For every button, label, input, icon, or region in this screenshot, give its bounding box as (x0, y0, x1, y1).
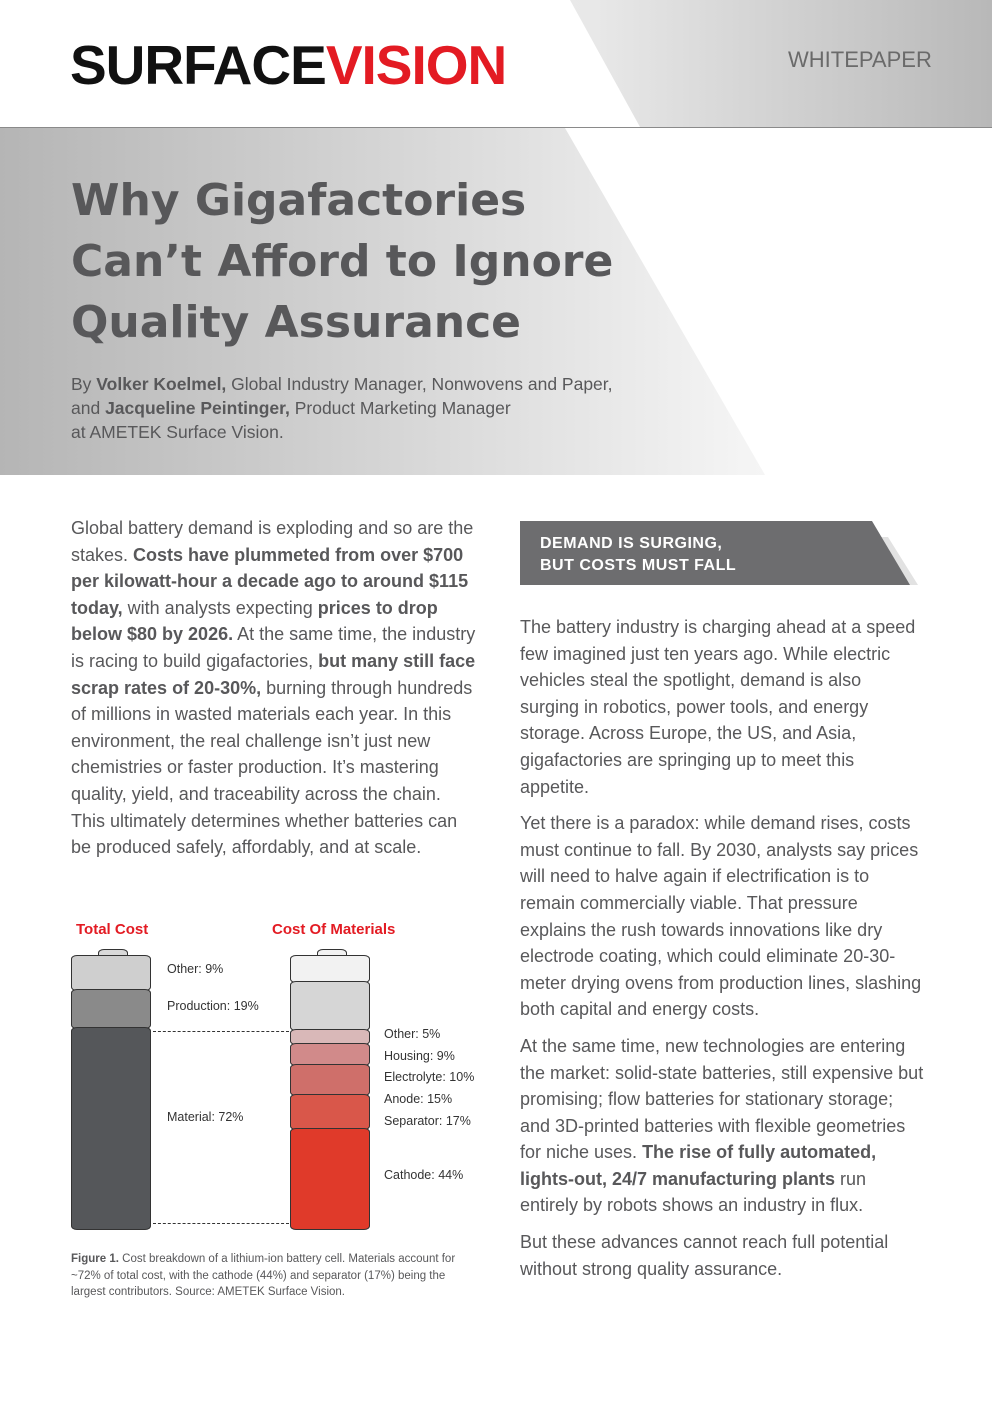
intro-text-run: burning through hundreds of millions in … (71, 677, 473, 858)
intro-text-run: prices to drop below $80 by 2026. (71, 597, 438, 645)
surfacevision-logo: SURFACEVISION (70, 34, 507, 96)
body-text: The battery industry is charging ahead a… (520, 614, 925, 1292)
paragraph: Yet there is a paradox: while demand ris… (520, 813, 922, 1020)
segment-production (71, 989, 151, 1029)
paragraph: The battery industry is charging ahead a… (520, 617, 916, 797)
intro-text-run: At the same time, the industry is racing… (71, 624, 476, 671)
segment-electrolyte (290, 1064, 370, 1096)
intro-paragraph: Global battery demand is exploding and s… (71, 515, 476, 871)
segment-other (71, 955, 151, 991)
data-label: Separator: 17% (384, 1114, 471, 1128)
segment-housing (290, 1043, 370, 1066)
data-label: Anode: 15% (384, 1092, 453, 1106)
dashed-connector (153, 1223, 289, 1224)
total-cost-title: Total Cost (76, 921, 149, 938)
data-label: Cathode: 44% (384, 1168, 464, 1182)
data-label: Other: 9% (167, 962, 224, 976)
segment-anode-separator (290, 1094, 370, 1130)
data-label: Production: 19% (167, 999, 259, 1013)
paragraph: But these advances cannot reach full pot… (520, 1232, 889, 1279)
intro-text-run: with analysts expecting (122, 597, 318, 618)
data-label: Other: 5% (384, 1027, 441, 1041)
data-label: Electrolyte: 10% (384, 1070, 475, 1084)
paragraph: At the same time, new technologies are e… (520, 1035, 924, 1216)
materials-title: Cost Of Materials (272, 921, 396, 938)
data-label: Material: 72% (167, 1110, 244, 1124)
dashed-connector (153, 1031, 289, 1032)
segment-cathode (290, 1128, 370, 1230)
intro-text-run: Global battery demand is exploding and s… (71, 518, 474, 565)
battery-upper (290, 981, 370, 1031)
byline: By Volker Koelmel, Global Industry Manag… (71, 374, 613, 442)
segment-material (71, 1027, 151, 1230)
page-header (0, 0, 992, 128)
page-title: Why Gigafactories Can’t Afford to Ignore Q… (71, 175, 614, 348)
document-type-label: WHITEPAPER (788, 47, 932, 72)
intro-text-run: but many still face scrap rates of 20-30… (71, 650, 476, 698)
figure-caption: Figure 1. Cost breakdown of a lithium-io… (71, 1253, 456, 1298)
section-heading: DEMAND IS SURGING, BUT COSTS MUST FALL (520, 521, 918, 585)
intro-text-run: Costs have plummeted from over $700 per … (71, 544, 469, 618)
data-label: Housing: 9% (384, 1049, 455, 1063)
battery-top (290, 955, 370, 983)
